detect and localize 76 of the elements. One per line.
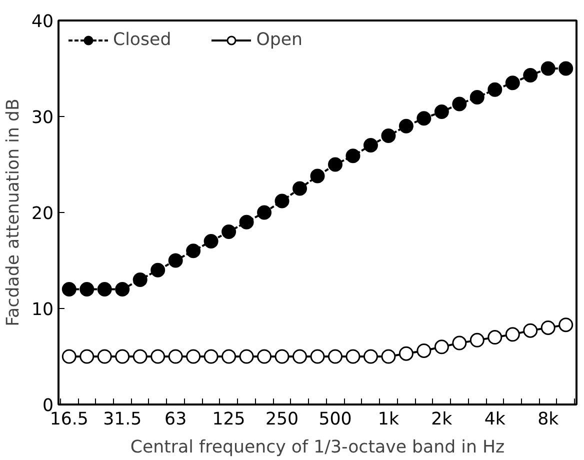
point (274, 349, 290, 364)
point (346, 349, 360, 364)
point (398, 118, 414, 134)
point (239, 349, 254, 364)
point (186, 349, 201, 364)
point (470, 332, 484, 348)
point (328, 157, 342, 172)
point (132, 272, 148, 287)
point (292, 349, 308, 364)
point (186, 244, 201, 258)
x-axis-title: Central frequency of 1/3-octave band in Hz (130, 438, 505, 458)
point (470, 90, 484, 105)
point (257, 349, 272, 364)
y-tick-label: 10 (31, 300, 54, 320)
point (310, 349, 325, 364)
point (292, 181, 308, 196)
point (523, 323, 538, 338)
point (381, 349, 396, 364)
point (523, 68, 538, 82)
point (115, 282, 130, 297)
point (62, 349, 76, 364)
point (558, 318, 574, 332)
x-tick-label: 16.5 (50, 410, 88, 430)
point (398, 346, 414, 361)
point (452, 96, 467, 112)
legend-label: Closed (113, 30, 172, 50)
point (434, 104, 449, 119)
x-tick-label: 500 (318, 410, 352, 430)
y-tick-label: 30 (31, 108, 54, 128)
y-tick-label: 40 (31, 12, 54, 32)
point (363, 349, 378, 364)
point (97, 282, 112, 297)
y-axis-title: Facdade attenuation in dB (3, 98, 24, 326)
point (452, 336, 467, 350)
point (168, 349, 183, 364)
x-tick-label: 8k (538, 410, 559, 430)
point (505, 76, 520, 90)
point (204, 349, 218, 364)
x-tick-label: 63 (164, 410, 187, 430)
point (274, 194, 290, 208)
point (222, 224, 236, 239)
point (132, 349, 148, 364)
point (346, 148, 360, 164)
x-tick-label: 2k (431, 410, 452, 430)
point (97, 349, 112, 364)
point (540, 320, 556, 335)
point (434, 340, 449, 354)
point (540, 61, 556, 76)
x-tick-label: 1k (378, 410, 399, 430)
point (222, 349, 236, 364)
point (150, 262, 166, 278)
point (328, 349, 342, 364)
point (80, 282, 94, 297)
point (115, 349, 130, 364)
point (80, 349, 94, 364)
point (488, 82, 502, 97)
x-tick-label: 125 (212, 410, 246, 430)
x-tick-label: 250 (265, 410, 299, 430)
point (62, 282, 76, 297)
point (204, 234, 218, 249)
x-tick-label: 31.5 (103, 410, 142, 430)
point (505, 327, 520, 342)
x-tick-label: 4k (484, 410, 506, 430)
legend-label: Open (256, 30, 303, 50)
y-tick-label: 20 (31, 204, 54, 224)
point (381, 128, 396, 143)
point (168, 253, 183, 268)
point (416, 344, 432, 358)
point (257, 205, 272, 220)
point (150, 349, 166, 364)
point (416, 111, 432, 126)
point (239, 214, 254, 230)
point (310, 168, 325, 184)
point (558, 61, 574, 76)
point (488, 330, 502, 345)
point (363, 138, 378, 153)
